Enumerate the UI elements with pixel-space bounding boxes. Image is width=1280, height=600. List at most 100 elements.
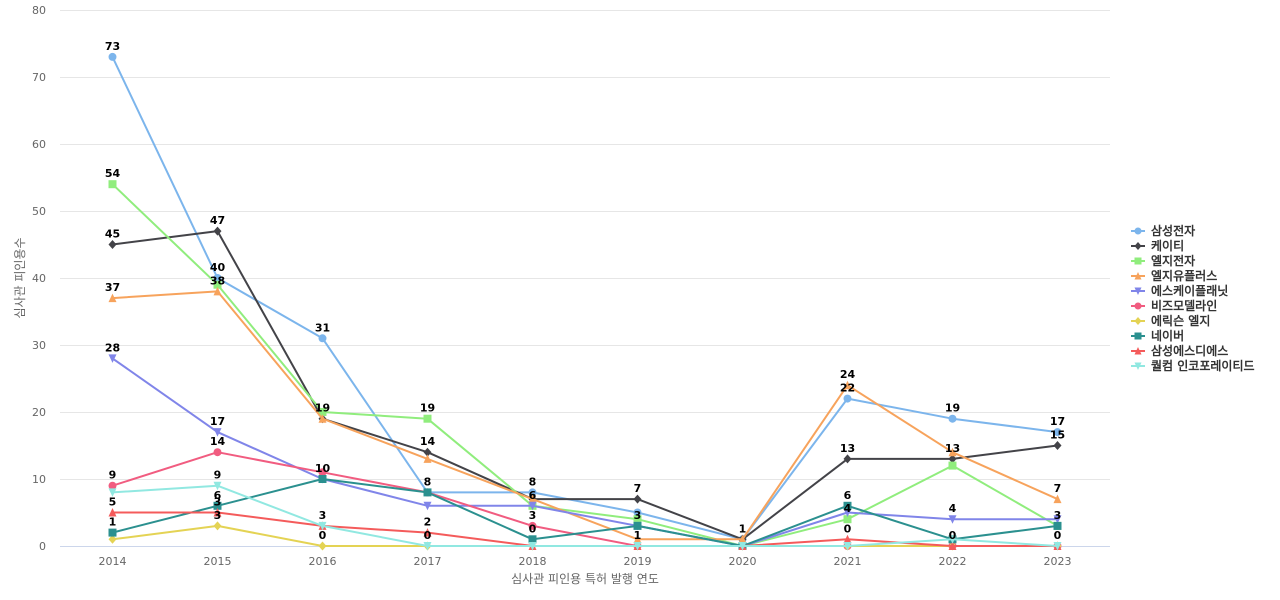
data-point-square: [213, 280, 222, 289]
data-label: 22: [840, 382, 855, 395]
data-point-square: [423, 488, 432, 497]
x-tick-label: 2015: [204, 555, 232, 568]
data-point-diamond: [1134, 317, 1142, 325]
data-point-triangle: [528, 494, 537, 504]
legend-item[interactable]: 케이티: [1131, 238, 1184, 253]
series-line: [112, 484, 1058, 547]
legend-label: 케이티: [1151, 238, 1184, 253]
data-label: 7: [634, 482, 642, 495]
data-label: 1: [109, 516, 117, 529]
y-tick-label: 20: [32, 406, 46, 419]
data-label: 31: [315, 321, 330, 334]
data-point-triangle: [213, 508, 222, 517]
legend-item[interactable]: 삼성에스디에스: [1131, 343, 1228, 358]
data-point-circle: [528, 521, 537, 530]
data-label: 17: [1050, 415, 1065, 428]
data-label: 19: [420, 402, 435, 415]
data-label: 1: [634, 529, 642, 542]
x-axis-ticks: 2014 2015 2016 2017 2018 2019 2020 2021 2022 2023: [99, 555, 1072, 568]
data-label: 17: [210, 415, 225, 428]
data-point-triangle: [318, 414, 327, 423]
data-label: 0: [949, 529, 957, 542]
legend-item[interactable]: 에릭슨 엘지: [1131, 313, 1210, 328]
data-point-circle: [1053, 428, 1062, 437]
data-point-triangle-down: [318, 521, 327, 531]
legend-item[interactable]: 엘지유플러스: [1131, 268, 1217, 283]
series-3: [108, 180, 1062, 550]
legend-label: 엘지유플러스: [1151, 268, 1217, 283]
data-point-square: [108, 528, 117, 537]
data-point-triangle: [948, 541, 957, 550]
y-tick-label: 80: [32, 4, 46, 17]
data-point-circle: [528, 488, 537, 497]
data-point-square: [1134, 332, 1142, 340]
data-point-diamond: [213, 521, 222, 531]
data-point-triangle-down: [948, 515, 957, 524]
data-point-circle: [318, 468, 327, 477]
x-tick-label: 2020: [729, 555, 757, 568]
legend-item[interactable]: 비즈모델라인: [1131, 298, 1217, 313]
data-point-circle: [1134, 302, 1142, 310]
series-4: [108, 286, 1062, 544]
series-line: [112, 230, 1058, 541]
data-label: 9: [109, 469, 117, 482]
data-point-square: [318, 475, 327, 483]
y-tick-label: 10: [32, 473, 46, 486]
data-label: 13: [840, 442, 855, 455]
data-point-square: [528, 535, 537, 544]
data-label: 5: [109, 496, 117, 509]
data-label: 47: [210, 214, 225, 227]
data-label: 4: [949, 502, 957, 515]
data-label: 14: [420, 435, 436, 448]
data-point-diamond: [1053, 441, 1062, 450]
data-point-triangle-down: [1134, 362, 1142, 370]
data-point-triangle-down: [633, 542, 642, 551]
data-point-square: [108, 180, 117, 189]
series-1: [108, 52, 1062, 544]
series-10: [108, 481, 1062, 551]
data-label: 14: [210, 435, 226, 448]
data-point-diamond: [1134, 242, 1142, 250]
data-point-circle: [1134, 227, 1142, 235]
data-label: 6: [529, 489, 537, 502]
y-axis-ticks: 0 10 20 30 40 50 60 70 80: [32, 4, 46, 553]
data-point-triangle-down: [1053, 515, 1062, 524]
data-point-triangle: [948, 447, 957, 457]
data-point-triangle: [423, 528, 432, 537]
series-line: [111, 56, 1058, 541]
data-label: 3: [529, 509, 537, 522]
y-tick-label: 0: [39, 540, 46, 553]
data-point-square: [213, 501, 222, 510]
legend-item[interactable]: 삼성전자: [1131, 223, 1195, 238]
data-point-triangle: [843, 534, 852, 544]
data-point-square: [1053, 521, 1062, 530]
data-point-triangle-down: [1053, 542, 1062, 551]
y-tick-label: 30: [32, 339, 46, 352]
legend-label: 네이버: [1151, 328, 1184, 343]
data-point-triangle-down: [738, 542, 747, 551]
data-point-square: [948, 461, 957, 470]
data-point-circle: [318, 334, 327, 343]
data-point-triangle-down: [423, 501, 432, 511]
legend-item[interactable]: 네이버: [1131, 328, 1184, 343]
legend-label: 에릭슨 엘지: [1151, 313, 1210, 328]
data-label: 1: [739, 522, 747, 535]
data-label: 3: [634, 509, 642, 522]
data-point-triangle-down: [528, 542, 537, 551]
data-label: 6: [844, 489, 852, 502]
data-label: 15: [1050, 429, 1065, 442]
data-point-triangle-down: [843, 508, 852, 517]
data-point-triangle: [1134, 272, 1142, 280]
y-tick-label: 60: [32, 138, 46, 151]
legend-item[interactable]: 에스케이플래닛: [1131, 283, 1228, 298]
data-point-square: [633, 521, 642, 530]
x-axis-title: 심사관 피인용 특허 발행 연도: [511, 571, 659, 586]
data-point-circle: [633, 508, 642, 517]
data-point-square: [843, 515, 852, 524]
legend-item[interactable]: 엘지전자: [1131, 253, 1195, 268]
data-point-diamond: [108, 534, 117, 544]
legend-label: 삼성에스디에스: [1151, 343, 1228, 358]
data-label: 19: [945, 402, 960, 415]
legend-item[interactable]: 퀄컴 인코포레이티드: [1131, 358, 1255, 373]
